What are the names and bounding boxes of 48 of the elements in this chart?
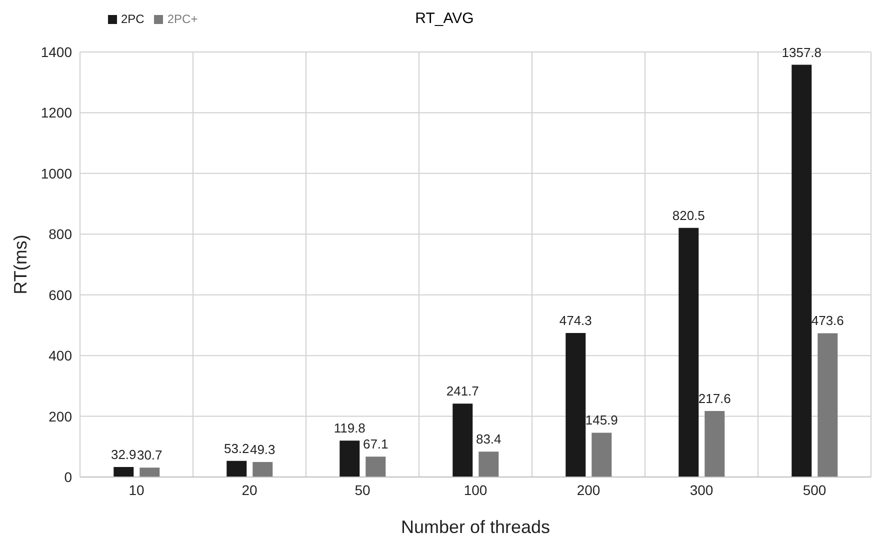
data-label: 474.3: [559, 313, 592, 328]
x-tick-label: 50: [354, 482, 370, 498]
data-label: 32.9: [110, 447, 136, 462]
bar: [592, 432, 612, 477]
bar: [114, 467, 134, 477]
data-label: 1357.8: [782, 44, 822, 60]
y-tick-label: 1200: [40, 104, 72, 121]
y-tick-label: 200: [48, 408, 72, 424]
y-tick-label: 800: [48, 226, 72, 242]
bar: [678, 228, 699, 477]
chart-title: RT_AVG: [415, 10, 474, 27]
bar: [818, 333, 838, 477]
data-label: 241.7: [446, 384, 479, 399]
data-label: 83.4: [476, 432, 502, 447]
data-label: 30.7: [136, 448, 162, 463]
bar: [366, 456, 386, 477]
data-label: 145.9: [585, 412, 618, 428]
data-label: 217.6: [698, 390, 731, 406]
bar: [566, 333, 586, 477]
data-label: 49.3: [250, 442, 276, 458]
x-tick-label: 100: [464, 482, 488, 498]
bar: [478, 452, 499, 477]
data-label: 473.6: [811, 313, 844, 328]
bar: [704, 410, 725, 477]
x-tick-label: 300: [690, 482, 714, 498]
y-tick-label: 0: [64, 468, 72, 485]
x-tick-label: 20: [242, 482, 258, 498]
legend-label: 2PC: [121, 12, 144, 26]
data-label: 820.5: [672, 208, 705, 223]
bar: [252, 462, 273, 477]
x-tick-label: 200: [576, 482, 600, 498]
y-tick-label: 600: [48, 286, 72, 303]
y-axis-title: RT(ms): [10, 234, 30, 294]
y-tick-label: 400: [48, 348, 72, 364]
x-axis-title: Number of threads: [400, 517, 550, 537]
bar: [226, 460, 247, 477]
y-tick-label: 1400: [40, 44, 72, 60]
data-label: 53.2: [224, 440, 250, 456]
legend-label: 2PC+: [167, 12, 198, 26]
y-tick-label: 1000: [40, 165, 72, 182]
bar: [340, 440, 360, 477]
bar: [452, 404, 473, 477]
bar: [140, 468, 160, 477]
bar: [792, 64, 812, 477]
data-label: 67.1: [362, 436, 388, 452]
data-label: 119.8: [334, 420, 366, 436]
x-tick-label: 10: [128, 482, 144, 498]
x-tick-label: 500: [802, 482, 826, 498]
